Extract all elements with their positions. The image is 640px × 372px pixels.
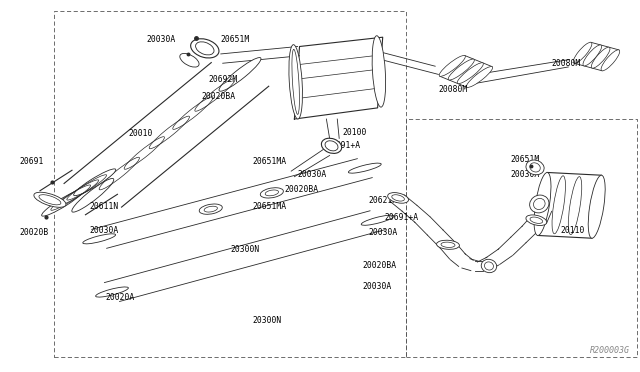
Ellipse shape — [591, 47, 610, 68]
Ellipse shape — [534, 198, 545, 209]
Ellipse shape — [265, 190, 278, 196]
Text: 20100: 20100 — [342, 128, 367, 137]
Ellipse shape — [42, 189, 84, 216]
Ellipse shape — [448, 59, 474, 80]
Ellipse shape — [204, 206, 218, 212]
Ellipse shape — [95, 287, 129, 297]
Ellipse shape — [321, 138, 342, 153]
Ellipse shape — [74, 169, 116, 196]
Ellipse shape — [72, 179, 114, 212]
Ellipse shape — [289, 45, 303, 119]
Ellipse shape — [457, 63, 483, 84]
Ellipse shape — [526, 160, 544, 175]
Text: 20030A: 20030A — [298, 170, 327, 179]
Ellipse shape — [388, 193, 408, 203]
Ellipse shape — [601, 50, 620, 71]
Ellipse shape — [196, 42, 214, 55]
Text: 20080M: 20080M — [438, 85, 468, 94]
Text: 20621M: 20621M — [368, 196, 397, 205]
Ellipse shape — [392, 195, 404, 201]
Ellipse shape — [260, 188, 284, 198]
Ellipse shape — [199, 204, 222, 214]
Text: 20651MA: 20651MA — [253, 157, 287, 166]
Ellipse shape — [588, 175, 605, 238]
Text: 20030A: 20030A — [90, 226, 119, 235]
Text: 20020B: 20020B — [19, 228, 49, 237]
Text: 20691+A: 20691+A — [326, 141, 360, 150]
Text: 20651MA: 20651MA — [253, 202, 287, 211]
Ellipse shape — [348, 163, 381, 173]
Text: 20080M: 20080M — [552, 59, 581, 68]
Ellipse shape — [439, 55, 465, 76]
Ellipse shape — [191, 39, 219, 58]
Ellipse shape — [34, 192, 66, 207]
Ellipse shape — [530, 195, 549, 213]
Text: 20110: 20110 — [560, 226, 584, 235]
Ellipse shape — [534, 173, 551, 235]
Text: 20020A: 20020A — [106, 293, 135, 302]
Text: 20651M: 20651M — [221, 35, 250, 44]
Text: 20030A: 20030A — [363, 282, 392, 291]
Text: 20030A: 20030A — [511, 170, 540, 179]
Text: 20030A: 20030A — [147, 35, 176, 44]
Ellipse shape — [530, 217, 543, 224]
Text: 20030A: 20030A — [368, 228, 397, 237]
Ellipse shape — [180, 54, 199, 67]
Ellipse shape — [441, 242, 455, 247]
Text: 20692M: 20692M — [208, 76, 237, 84]
Ellipse shape — [39, 195, 61, 205]
Ellipse shape — [484, 262, 493, 270]
Ellipse shape — [436, 240, 460, 249]
Text: 20651M: 20651M — [511, 155, 540, 164]
Ellipse shape — [583, 45, 602, 66]
Ellipse shape — [361, 215, 394, 225]
Text: 20020BA: 20020BA — [363, 262, 397, 270]
Text: 20010: 20010 — [128, 129, 152, 138]
Ellipse shape — [372, 36, 386, 107]
Text: 20611N: 20611N — [90, 202, 119, 211]
Ellipse shape — [83, 234, 116, 244]
Text: 20691: 20691 — [19, 157, 44, 166]
Ellipse shape — [526, 215, 547, 225]
Text: 20300N: 20300N — [230, 245, 260, 254]
Ellipse shape — [481, 259, 497, 273]
Text: 20020BA: 20020BA — [285, 185, 319, 194]
Text: 20691+A: 20691+A — [384, 213, 418, 222]
Ellipse shape — [467, 67, 493, 87]
Text: R200003G: R200003G — [590, 346, 630, 355]
Text: 20300N: 20300N — [253, 316, 282, 325]
Ellipse shape — [573, 42, 592, 63]
Ellipse shape — [325, 141, 338, 151]
Ellipse shape — [219, 58, 261, 91]
Text: 20020BA: 20020BA — [202, 92, 236, 101]
